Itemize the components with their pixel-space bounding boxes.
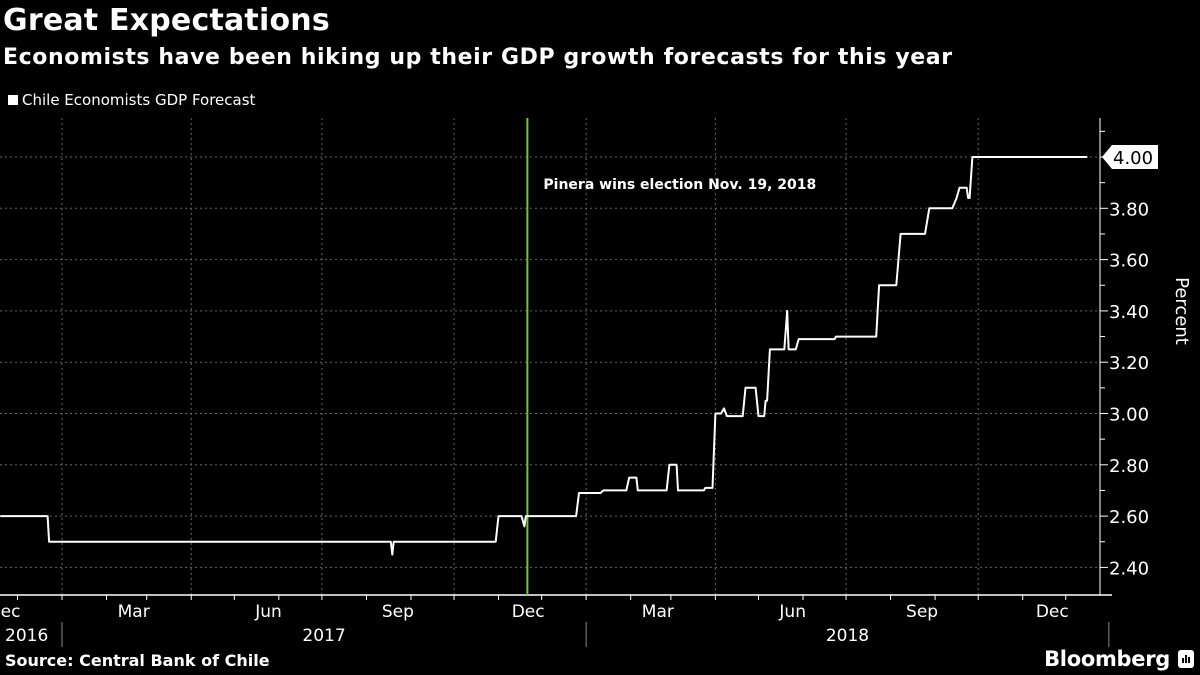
annotation-layer: Pinera wins election Nov. 19, 2018 — [526, 118, 816, 595]
y-tick-label: 2.60 — [1109, 507, 1149, 528]
x-tick-label: Dec — [512, 602, 545, 622]
bloomberg-logo-text: Bloomberg — [1044, 647, 1170, 671]
y-axis-label: Percent — [1171, 277, 1192, 345]
y-tick-label: 2.80 — [1109, 456, 1149, 477]
x-year-label: 2016 — [5, 626, 48, 646]
last-value-label: 4.00 — [1113, 148, 1153, 169]
x-tick-label: Dec — [1036, 602, 1069, 622]
y-tick-label: 3.60 — [1109, 251, 1149, 272]
last-value-tag: 4.00 — [1102, 145, 1158, 169]
source-note: Source: Central Bank of Chile — [5, 651, 270, 670]
x-year-label: 2018 — [826, 626, 869, 646]
legend-swatch — [8, 95, 18, 105]
brand: Bloomberg — [1044, 647, 1194, 671]
chart-subtitle: Economists have been hiking up their GDP… — [3, 45, 953, 70]
x-tick-label: Mar — [118, 602, 150, 622]
x-tick-label: Mar — [642, 602, 674, 622]
x-tick-label: Sep — [906, 602, 938, 622]
y-tick-label: 3.40 — [1109, 302, 1149, 323]
last-value-tag-bg — [1102, 145, 1158, 169]
series-layer — [0, 156, 1088, 556]
event-annotation-label: Pinera wins election Nov. 19, 2018 — [543, 177, 816, 193]
legend-label: Chile Economists GDP Forecast — [22, 91, 256, 109]
y-tick-label: 2.40 — [1109, 558, 1149, 579]
x-tick-label: Jun — [254, 602, 282, 622]
x-tick-label: Sep — [382, 602, 414, 622]
grid — [0, 118, 1100, 595]
legend: Chile Economists GDP Forecast — [8, 90, 255, 110]
series-line-gdp-forecast — [0, 156, 1088, 556]
chart-title: Great Expectations — [3, 3, 330, 38]
x-tick-label: Jun — [778, 602, 806, 622]
x-year-label: 2017 — [302, 626, 345, 646]
y-tick-label: 3.00 — [1109, 405, 1149, 426]
y-tick-label: 3.20 — [1109, 353, 1149, 374]
y-tick-label: 3.80 — [1109, 199, 1149, 220]
x-tick-label: Dec — [0, 602, 20, 622]
axes: 2.40 2.60 2.80 3.00 3.20 3.40 3.60 3.80 Dec Mar Ju… — [0, 118, 1158, 647]
bloomberg-chart-icon — [1178, 650, 1194, 668]
